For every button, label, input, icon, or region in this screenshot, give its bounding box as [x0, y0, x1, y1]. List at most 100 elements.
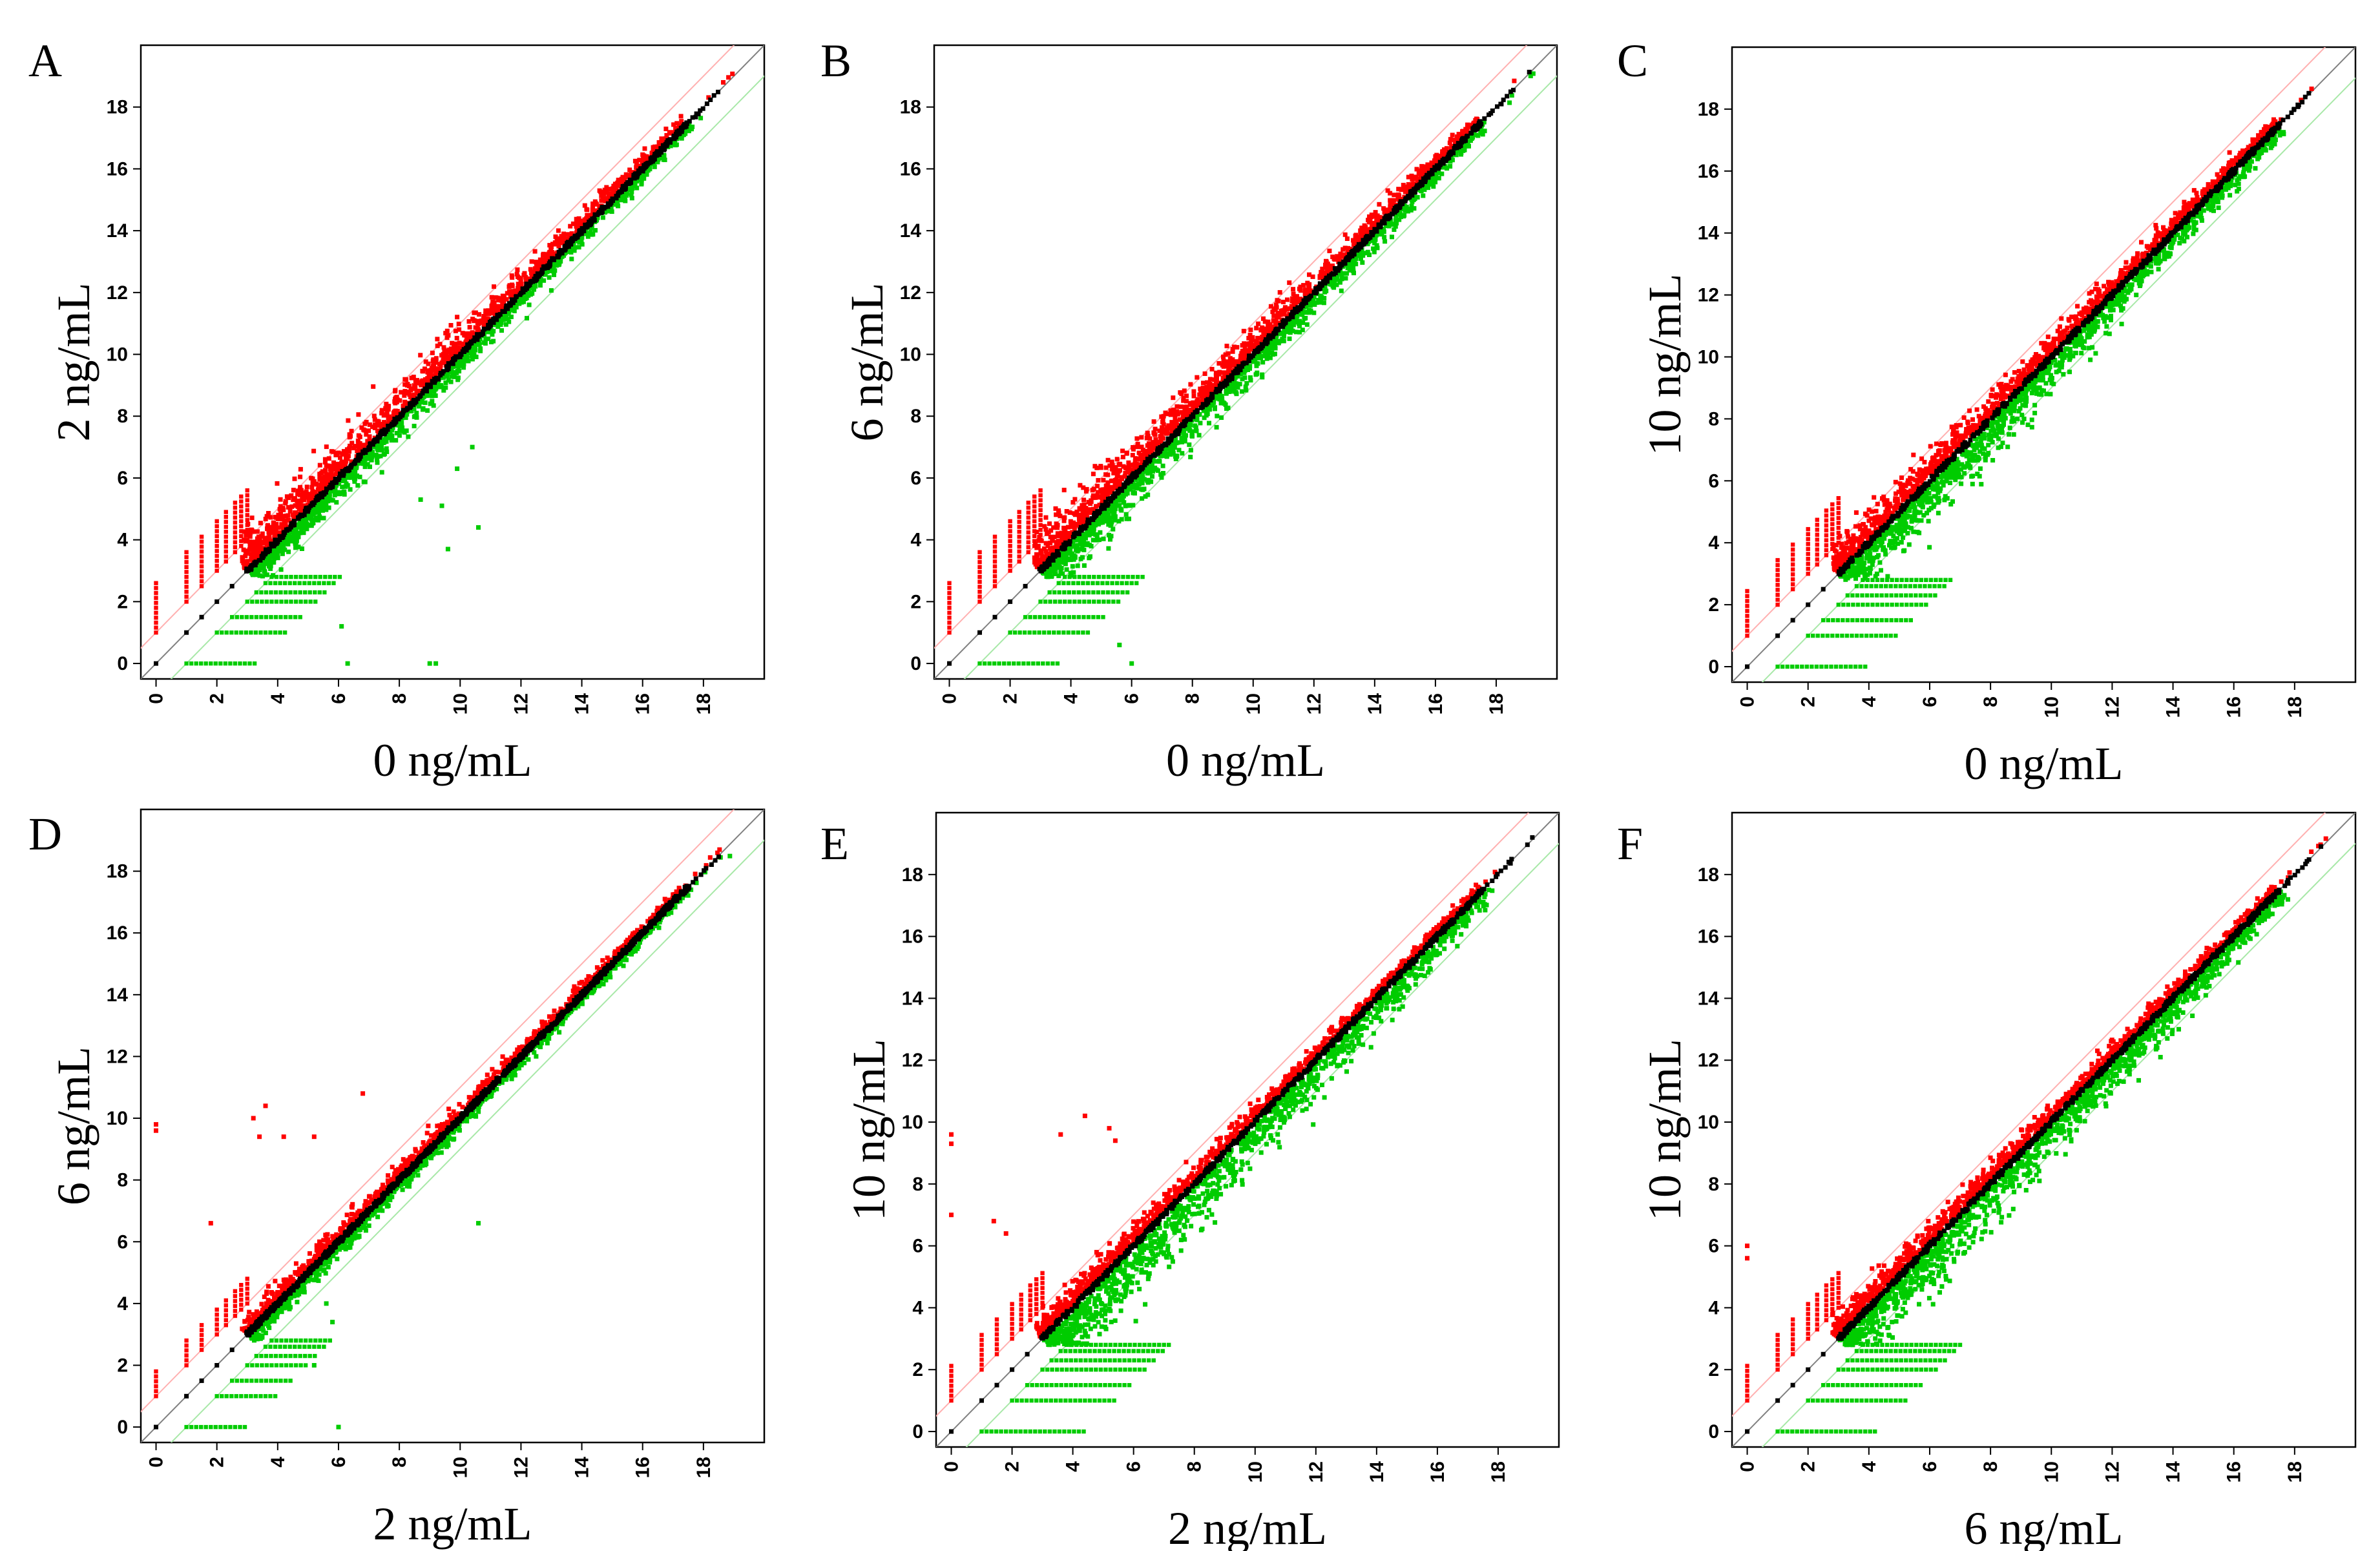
data-point	[313, 492, 318, 497]
data-point	[550, 250, 555, 255]
data-point	[213, 661, 218, 666]
data-point	[1465, 122, 1470, 127]
data-point	[298, 474, 303, 479]
data-point	[390, 425, 395, 430]
data-point	[1253, 359, 1258, 364]
data-point	[426, 373, 432, 379]
data-point	[501, 302, 506, 307]
data-point	[1149, 479, 1154, 484]
data-point	[977, 574, 982, 579]
data-point	[298, 488, 304, 493]
data-point	[388, 419, 393, 424]
data-point	[1292, 295, 1297, 300]
data-point	[542, 259, 547, 264]
data-point	[1076, 517, 1081, 522]
y-tick-label: 4	[117, 530, 128, 551]
data-point	[612, 188, 617, 193]
data-point	[1115, 473, 1120, 477]
data-point	[1214, 377, 1218, 382]
data-point	[1038, 508, 1043, 512]
data-point	[367, 434, 372, 439]
data-point	[1207, 377, 1213, 382]
data-point	[239, 534, 244, 539]
data-point	[381, 413, 386, 418]
data-point	[1026, 550, 1030, 554]
data-point	[671, 122, 676, 127]
data-point	[240, 559, 245, 563]
data-point	[1417, 171, 1423, 176]
data-point	[1385, 207, 1390, 213]
data-point	[1008, 559, 1012, 563]
data-point	[233, 535, 238, 539]
plot-area	[141, 45, 764, 679]
data-point	[214, 539, 219, 543]
data-point	[1209, 367, 1215, 371]
data-point	[288, 530, 293, 535]
data-point	[1242, 375, 1247, 380]
data-point	[1063, 532, 1067, 537]
data-point	[730, 71, 735, 76]
data-point	[435, 380, 441, 386]
data-point	[287, 508, 293, 514]
data-point	[519, 300, 524, 305]
data-point	[321, 515, 326, 521]
data-point	[333, 487, 338, 492]
data-point	[676, 123, 682, 128]
data-point	[233, 501, 238, 505]
data-point	[184, 550, 189, 554]
data-point	[355, 474, 359, 478]
data-point	[348, 465, 353, 470]
data-point	[1038, 517, 1043, 523]
data-point	[1133, 459, 1138, 464]
data-point	[663, 127, 669, 131]
data-point	[1249, 347, 1255, 352]
data-point	[1143, 494, 1148, 499]
data-point	[592, 199, 598, 204]
data-point	[470, 357, 475, 362]
data-point	[678, 134, 684, 140]
data-point	[1214, 396, 1219, 401]
data-point	[258, 542, 263, 547]
data-point	[414, 380, 419, 386]
data-point	[659, 153, 664, 158]
data-point	[274, 522, 279, 526]
data-point	[1369, 238, 1374, 244]
data-point	[291, 488, 296, 493]
series-unchanged	[154, 89, 720, 666]
data-point	[1256, 321, 1261, 326]
data-point	[275, 556, 280, 561]
data-point	[1452, 138, 1457, 143]
data-point	[1153, 465, 1158, 470]
data-point	[348, 443, 352, 448]
data-point	[1142, 450, 1147, 455]
data-point	[1064, 567, 1069, 572]
data-point	[287, 581, 292, 585]
data-point	[1032, 534, 1037, 539]
data-point	[527, 302, 532, 307]
data-point	[664, 133, 669, 138]
data-point	[368, 464, 372, 470]
data-point	[255, 565, 260, 570]
data-point	[465, 353, 469, 358]
data-point	[1258, 328, 1264, 333]
data-point	[308, 515, 313, 520]
data-point	[245, 528, 249, 532]
data-point	[611, 198, 615, 203]
data-point	[397, 398, 402, 403]
data-point	[366, 446, 371, 450]
data-point	[1182, 410, 1187, 415]
data-point	[154, 620, 158, 625]
data-point	[330, 498, 335, 503]
data-point	[199, 569, 204, 574]
data-point	[1324, 267, 1330, 273]
data-point	[446, 348, 452, 353]
data-point	[506, 319, 512, 324]
data-point	[257, 573, 262, 578]
data-point	[262, 536, 267, 541]
data-point	[199, 661, 204, 666]
data-point	[992, 564, 997, 568]
data-point	[245, 513, 249, 517]
data-point	[1072, 527, 1077, 532]
data-point	[1272, 351, 1277, 357]
data-point	[424, 378, 428, 383]
